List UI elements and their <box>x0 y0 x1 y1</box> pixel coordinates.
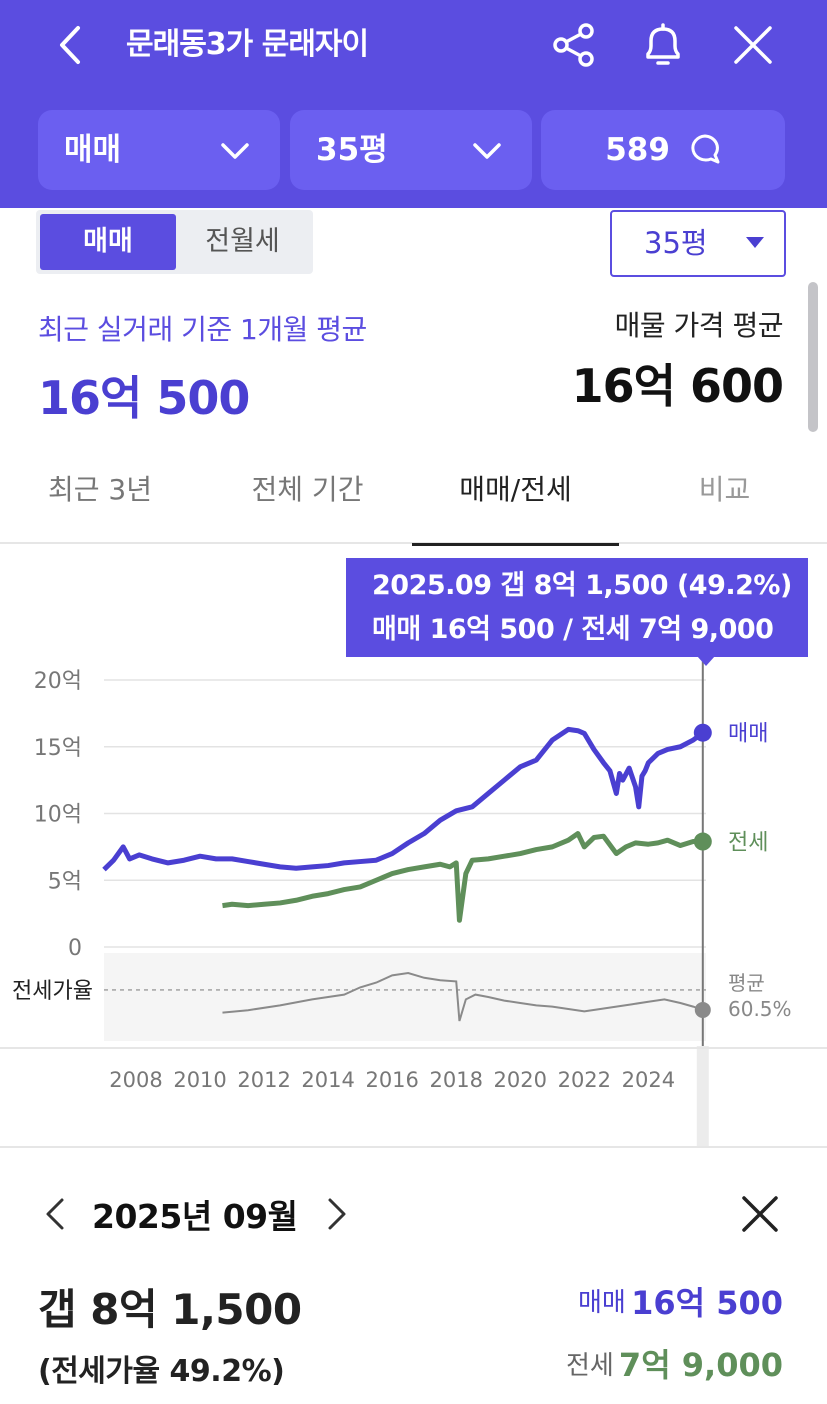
series-end-point <box>693 723 712 742</box>
series-label: 매매 <box>728 722 768 747</box>
x-tick-label: 2022 <box>558 1068 611 1092</box>
ratio-average-value: 60.5% <box>728 997 792 1021</box>
tab-all-period[interactable]: 전체 기간 <box>251 473 364 506</box>
share-icon <box>553 23 594 67</box>
size-value: 35평 <box>316 132 388 168</box>
caret-down-icon <box>746 237 764 248</box>
series-line-sale <box>102 726 705 872</box>
x-tick-label: 2014 <box>301 1068 354 1092</box>
y-tick-label: 5억 <box>48 869 82 894</box>
chevron-down-icon <box>221 143 249 159</box>
sale-lease-toggle: 매매 전월세 <box>36 210 313 274</box>
series-line-lease <box>222 831 703 923</box>
ratio-panel-bg <box>104 953 706 1041</box>
divider <box>0 1146 827 1148</box>
x-tick-label: 2020 <box>494 1068 547 1092</box>
close-button[interactable] <box>728 20 778 70</box>
detail-month: 2025년 09월 <box>92 1197 298 1236</box>
detail-ratio: (전세가율 49.2%) <box>38 1354 285 1389</box>
next-month-button[interactable] <box>322 1194 352 1234</box>
detail-sale-label: 매매 <box>578 1288 626 1318</box>
chevron-down-icon <box>473 143 501 159</box>
tooltip-pointer <box>697 656 715 666</box>
ratio-axis-label: 전세가율 <box>12 979 93 1004</box>
y-tick-label: 0 <box>68 936 82 961</box>
scrollbar[interactable] <box>808 282 818 432</box>
chart-tooltip: 2025.09 갭 8억 1,500 (49.2%) 매매 16억 500 / … <box>346 558 808 657</box>
y-tick-label: 15억 <box>34 736 82 761</box>
x-tick-label: 2024 <box>622 1068 675 1092</box>
deal-type-select[interactable]: 매매 <box>38 110 280 190</box>
series-end-point <box>693 832 712 851</box>
x-tick-label: 2012 <box>237 1068 290 1092</box>
series-label: 전세 <box>728 831 768 856</box>
x-tick-label: 2010 <box>173 1068 226 1092</box>
tooltip-line-2: 매매 16억 500 / 전세 7억 9,000 <box>372 614 774 645</box>
ratio-average-label: 평균 <box>728 971 765 995</box>
x-tick-label: 2008 <box>109 1068 162 1092</box>
app-header: 문래동3가 문래자이 매매 35평 <box>0 0 827 208</box>
toggle-lease[interactable]: 전월세 <box>205 226 280 257</box>
detail-sale-value: 16억 500 <box>631 1284 783 1322</box>
period-tabs: 최근 3년 전체 기간 매매/전세 비교 <box>0 452 827 546</box>
tab-sale-lease[interactable]: 매매/전세 <box>412 452 619 546</box>
bell-icon <box>646 23 680 65</box>
comment-icon <box>691 134 720 163</box>
ratio-line <box>222 971 704 1022</box>
recent-average-price: 16억 500 <box>38 371 250 425</box>
size-select[interactable]: 35평 <box>290 110 532 190</box>
detail-lease-label: 전세 <box>566 1351 614 1381</box>
prev-month-button[interactable] <box>40 1194 70 1234</box>
tab-recent-3-years[interactable]: 최근 3년 <box>48 473 152 506</box>
y-tick-label: 10억 <box>34 803 82 828</box>
cursor-track <box>696 1046 709 1146</box>
detail-lease-value: 7억 9,000 <box>618 1346 783 1384</box>
close-icon <box>734 26 772 64</box>
x-tick-label: 2016 <box>365 1068 418 1092</box>
notification-button[interactable] <box>638 20 688 70</box>
chevron-left-icon <box>60 26 80 64</box>
detail-gap: 갭 8억 1,500 <box>38 1285 302 1334</box>
back-button[interactable] <box>50 22 90 68</box>
detail-close-button[interactable] <box>738 1192 782 1236</box>
close-icon <box>742 1196 778 1232</box>
deal-type-value: 매매 <box>64 132 122 168</box>
size-dropdown-value: 35평 <box>644 226 708 260</box>
listing-average-label: 매물 가격 평균 <box>614 309 784 342</box>
x-tick-label: 2018 <box>430 1068 483 1092</box>
tab-compare[interactable]: 비교 <box>698 473 751 506</box>
detail-panel: 2025년 09월 갭 8억 1,500 (전세가율 49.2%) 매매 16억… <box>0 1150 827 1404</box>
page-title: 문래동3가 문래자이 <box>126 27 369 62</box>
ratio-end-point <box>694 1001 711 1018</box>
comments-button[interactable]: 589 <box>541 110 785 190</box>
size-dropdown[interactable]: 35평 <box>610 210 786 277</box>
share-button[interactable] <box>549 20 599 70</box>
listing-average-price: 16억 600 <box>571 359 784 413</box>
comments-content: 589 <box>541 110 785 190</box>
y-tick-label: 20억 <box>34 669 82 694</box>
chevron-right-icon <box>328 1198 346 1230</box>
toggle-sale[interactable]: 매매 <box>40 214 176 270</box>
comment-count: 589 <box>605 132 670 168</box>
tooltip-line-1: 2025.09 갭 8억 1,500 (49.2%) <box>372 570 792 601</box>
chevron-left-icon <box>46 1198 64 1230</box>
recent-average-label: 최근 실거래 기준 1개월 평균 <box>38 313 367 346</box>
